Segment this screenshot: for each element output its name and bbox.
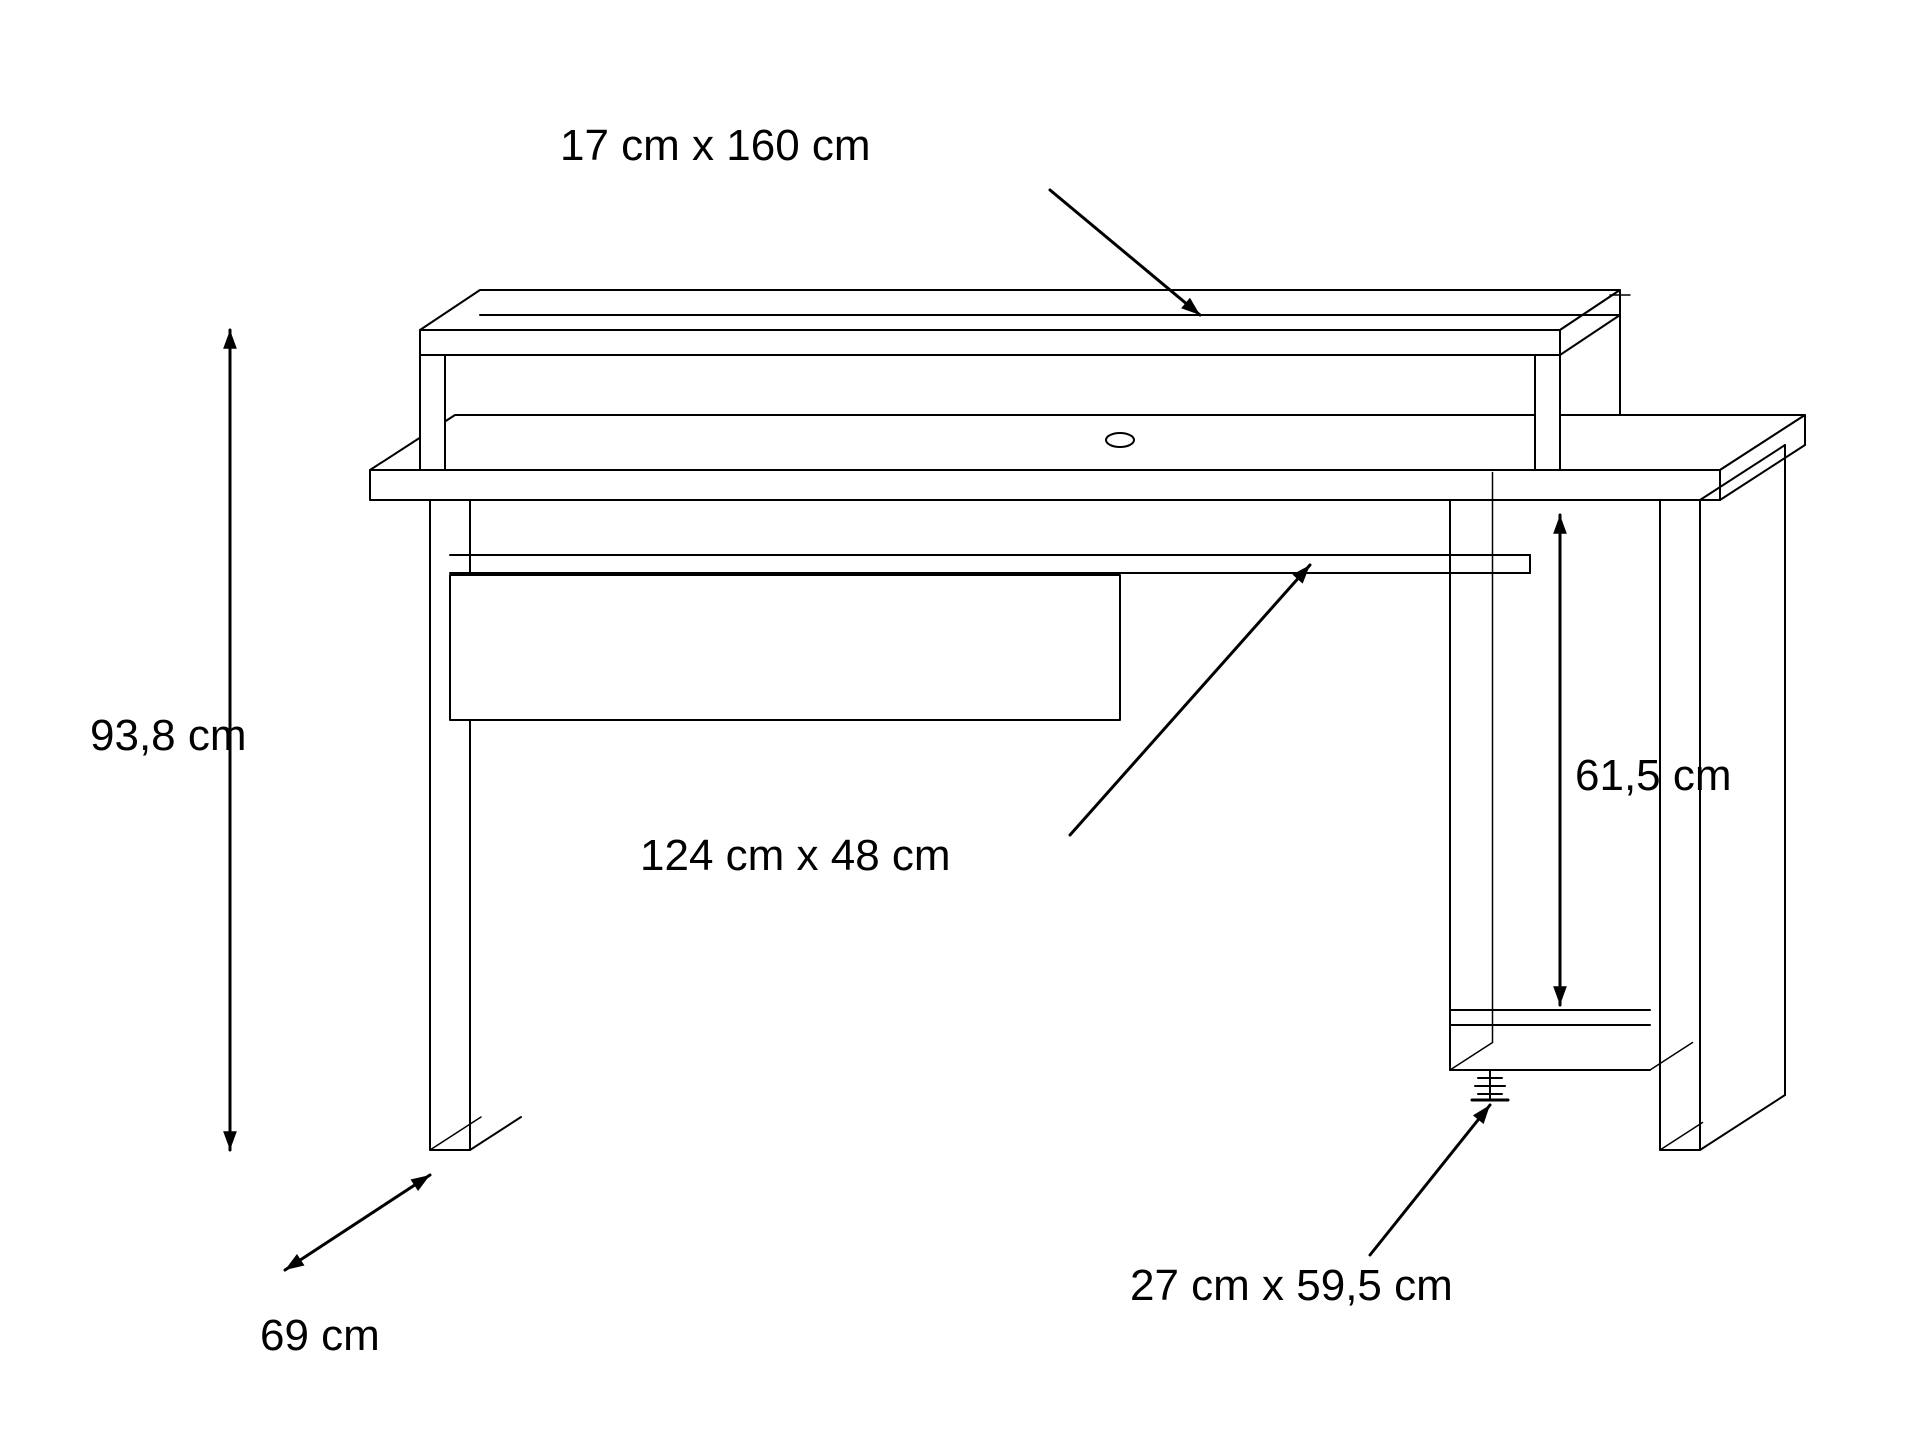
dim-depth: 69 cm — [260, 1311, 380, 1360]
dim-compartment: 27 cm x 59,5 cm — [1130, 1261, 1453, 1310]
dim-top-shelf: 17 cm x 160 cm — [560, 121, 871, 170]
dim-height: 93,8 cm — [90, 711, 247, 760]
dim-inner-h: 61,5 cm — [1575, 751, 1732, 800]
dim-tray: 124 cm x 48 cm — [640, 831, 951, 880]
